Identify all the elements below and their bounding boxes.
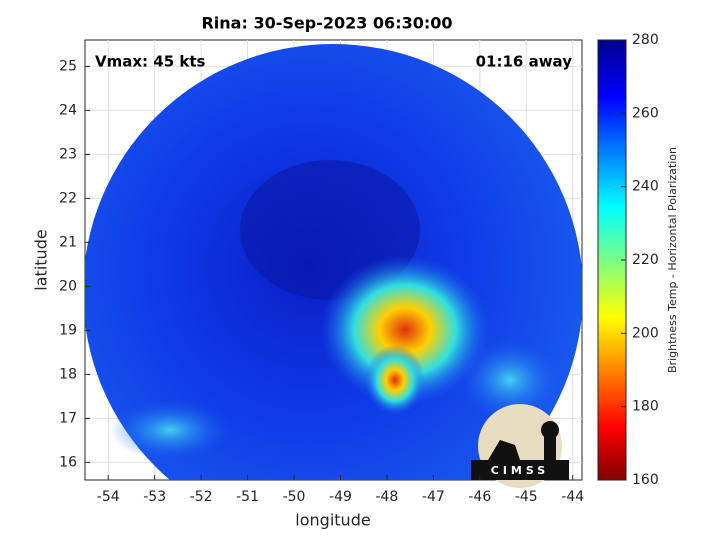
logo-text: CIMSS bbox=[491, 464, 549, 477]
annotation: Vmax: 45 kts bbox=[95, 53, 205, 71]
x-tick-label: -45 bbox=[515, 489, 538, 505]
colorbar-tick-label: 180 bbox=[632, 399, 659, 415]
colorbar-label: Brightness Temp - Horizontal Polarizatio… bbox=[666, 147, 679, 373]
x-tick-label: -49 bbox=[329, 489, 352, 505]
x-tick-label: -50 bbox=[283, 489, 306, 505]
y-tick-label: 17 bbox=[59, 410, 77, 426]
y-tick-label: 22 bbox=[59, 190, 77, 206]
rain-band bbox=[110, 400, 230, 460]
logo-tank bbox=[541, 421, 559, 439]
y-tick-label: 25 bbox=[59, 58, 77, 74]
rain-band bbox=[460, 340, 560, 420]
x-tick-label: -53 bbox=[143, 489, 166, 505]
logo: CIMSS bbox=[471, 404, 569, 488]
chart-title: Rina: 30-Sep-2023 06:30:00 bbox=[201, 14, 452, 33]
y-tick-label: 20 bbox=[59, 278, 77, 294]
x-tick-label: -46 bbox=[468, 489, 491, 505]
y-axis-label: latitude bbox=[32, 229, 51, 290]
swath bbox=[85, 44, 582, 480]
y-tick-label: 24 bbox=[59, 102, 77, 118]
x-tick-label: -44 bbox=[561, 489, 584, 505]
x-tick-label: -52 bbox=[190, 489, 213, 505]
annotation: 01:16 away bbox=[476, 53, 573, 71]
colorbar-tick-label: 240 bbox=[632, 179, 659, 195]
y-tick-label: 16 bbox=[59, 454, 77, 470]
colorbar-tick-label: 200 bbox=[632, 325, 659, 341]
y-tick-label: 21 bbox=[59, 234, 77, 250]
colorbar-tick-label: 220 bbox=[632, 252, 659, 268]
x-tick-label: -54 bbox=[97, 489, 120, 505]
x-axis-label: longitude bbox=[295, 511, 370, 530]
y-tick-label: 23 bbox=[59, 146, 77, 162]
colorbar-tick-label: 280 bbox=[632, 32, 659, 48]
x-tick-label: -48 bbox=[375, 489, 398, 505]
colorbar-tick-label: 260 bbox=[632, 105, 659, 121]
colorbar-tick-label: 160 bbox=[632, 472, 659, 488]
logo-dish bbox=[488, 440, 520, 460]
y-tick-label: 18 bbox=[59, 366, 77, 382]
y-tick-label: 19 bbox=[59, 322, 77, 338]
logo-bar bbox=[471, 460, 569, 480]
convection bbox=[365, 345, 425, 415]
convection bbox=[320, 255, 490, 405]
x-tick-label: -51 bbox=[236, 489, 259, 505]
x-tick-label: -47 bbox=[422, 489, 445, 505]
